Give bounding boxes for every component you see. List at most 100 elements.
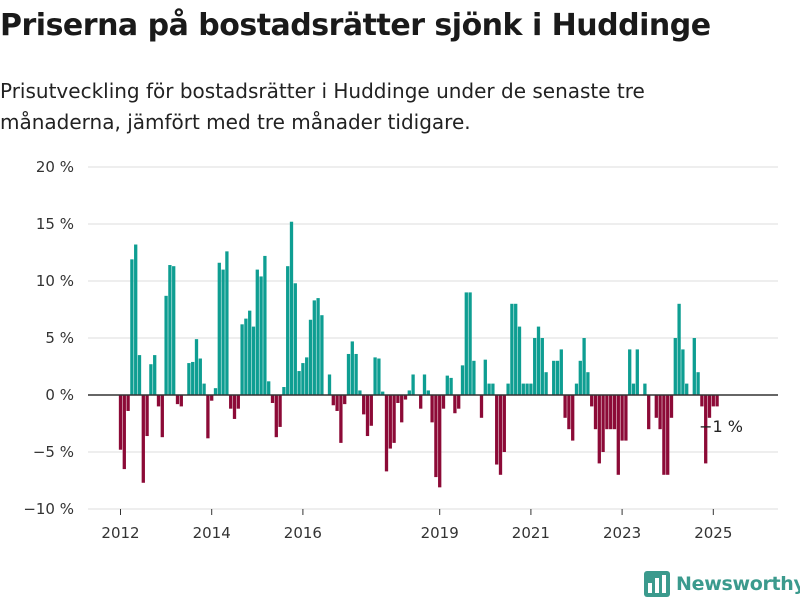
bar xyxy=(282,387,286,395)
bar xyxy=(441,395,446,409)
bar xyxy=(487,383,491,395)
bar xyxy=(141,395,145,483)
bar xyxy=(685,383,689,395)
bar xyxy=(179,395,183,407)
x-tick-label: 2025 xyxy=(694,524,732,542)
x-tick-label: 2014 xyxy=(193,524,231,542)
bar xyxy=(571,395,575,441)
x-tick-label: 2021 xyxy=(512,524,550,542)
y-tick-label: −5 % xyxy=(33,443,74,461)
bar xyxy=(620,395,624,441)
bar xyxy=(578,360,582,395)
bar xyxy=(666,395,670,475)
bar xyxy=(316,298,320,395)
bar xyxy=(597,395,601,464)
bar xyxy=(559,349,563,395)
bar xyxy=(236,395,240,409)
bar xyxy=(491,383,495,395)
bar xyxy=(213,388,218,395)
bar xyxy=(301,363,305,395)
bar xyxy=(517,326,522,395)
bar xyxy=(248,310,252,395)
bar xyxy=(206,395,210,439)
bar xyxy=(479,395,484,418)
bar xyxy=(270,395,275,403)
bar xyxy=(457,395,461,409)
bar xyxy=(544,372,548,395)
bar xyxy=(187,363,191,395)
bar xyxy=(210,395,214,401)
bar xyxy=(335,395,339,411)
axis-layer: 20 % 15 % 10 % 5 % 0 % −5 % −10 % 2012 2014 2016 2… xyxy=(23,158,778,542)
bar xyxy=(191,361,195,395)
bar xyxy=(407,390,411,395)
bar xyxy=(221,269,225,395)
latest-value-annotation: −1 % xyxy=(699,417,743,436)
bars-layer xyxy=(118,221,719,488)
bar xyxy=(396,395,400,403)
y-tick-label: 10 % xyxy=(36,272,74,290)
bar xyxy=(624,395,628,441)
bar xyxy=(662,395,666,475)
bar xyxy=(244,318,248,395)
bar xyxy=(369,395,373,426)
bar xyxy=(232,395,237,419)
bar xyxy=(704,395,708,464)
bar xyxy=(593,395,598,430)
y-tick-label: 0 % xyxy=(45,386,74,404)
bar xyxy=(419,395,423,409)
bar xyxy=(240,324,244,395)
bar xyxy=(400,395,404,423)
bar xyxy=(320,315,324,395)
bar xyxy=(160,395,164,438)
y-tick-label: 20 % xyxy=(36,158,74,176)
bar xyxy=(411,374,415,395)
bar xyxy=(483,359,487,395)
bar xyxy=(293,283,297,395)
bar xyxy=(327,374,332,395)
bar xyxy=(529,383,533,395)
bar xyxy=(153,355,157,395)
bar xyxy=(392,395,396,443)
bar xyxy=(438,395,442,488)
bar xyxy=(297,371,301,395)
bar xyxy=(445,375,449,395)
bar xyxy=(536,326,541,395)
bar xyxy=(381,391,385,395)
bar xyxy=(696,372,700,395)
bar xyxy=(149,364,153,395)
x-tick-label: 2023 xyxy=(603,524,641,542)
bar xyxy=(643,383,647,395)
bar xyxy=(658,395,662,430)
bar xyxy=(616,395,620,475)
bar xyxy=(586,372,590,395)
x-tick-label: 2016 xyxy=(284,524,322,542)
bar xyxy=(373,357,377,395)
bar xyxy=(331,395,335,406)
bar xyxy=(426,390,430,395)
bar xyxy=(460,365,465,395)
bar xyxy=(339,395,343,443)
bar xyxy=(259,276,263,395)
newsworthy-logo[interactable]: Newsworthy xyxy=(644,570,800,598)
bar xyxy=(377,358,381,395)
bar xyxy=(677,303,681,395)
bar xyxy=(134,244,138,395)
bar xyxy=(422,374,427,395)
bar xyxy=(229,395,233,409)
y-tick-label: 5 % xyxy=(45,329,74,347)
bar xyxy=(590,395,594,407)
bar xyxy=(681,349,685,395)
bar xyxy=(362,395,366,415)
newsworthy-logo-icon xyxy=(644,571,670,597)
bar xyxy=(122,395,126,470)
bar xyxy=(707,395,712,418)
bar xyxy=(430,395,434,423)
newsworthy-logo-text: Newsworthy xyxy=(676,573,800,595)
bar xyxy=(631,383,636,395)
bar xyxy=(274,395,278,438)
bar xyxy=(217,262,221,395)
bar xyxy=(194,339,199,395)
bar xyxy=(567,395,571,430)
